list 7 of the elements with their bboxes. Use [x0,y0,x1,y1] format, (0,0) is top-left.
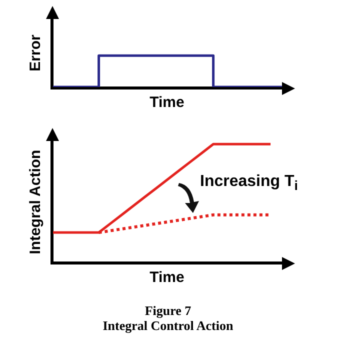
annotation: Increasing T$_{i}$ [200,173,299,194]
caption: Figure 7 [144,303,192,319]
x-axis-title: Time [148,269,186,286]
y-axis-title: Error [26,34,45,74]
y-axis-title: Integral Action [26,148,45,256]
text: Integral Control Action [102,318,234,334]
x-axis-title: Time [148,94,186,111]
